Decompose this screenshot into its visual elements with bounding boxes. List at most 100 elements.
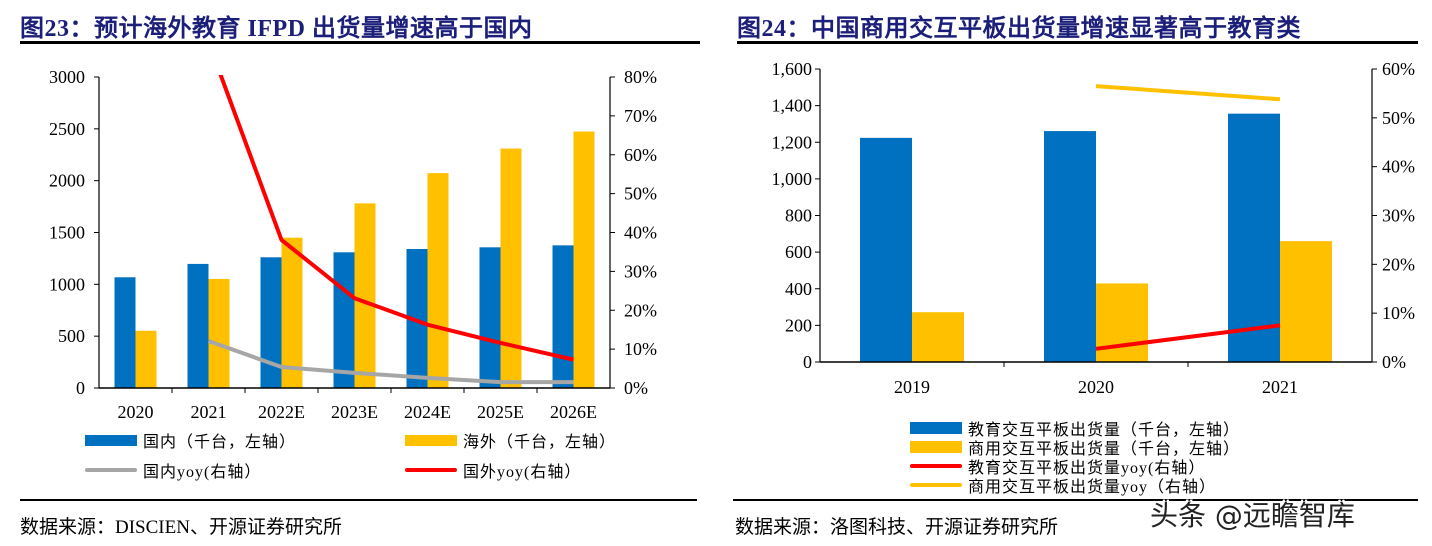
legend-item-edu-yoy: 教育交互平板出货量yoy(右轴） [910,454,1205,478]
chart-2: 0 200 400 600 800 1,000 1,200 1,400 1,600 0% 10% 20… [772,59,1416,397]
right-tick-label: 60% [1382,59,1415,79]
legend-swatch-gray-line [85,468,137,472]
bar-blue [1228,113,1280,363]
legend-label: 教育交互平板出货量yoy(右轴） [968,460,1206,477]
right-tick-label: 40% [1382,157,1415,177]
x-tick-label: 2021 [191,402,227,422]
yoy-line-1 [1095,323,1281,351]
legend-swatch-yellow-line [910,483,962,487]
left-source-rule [20,499,697,501]
left-tick-label: 3000 [49,67,85,87]
watermark: 头条 @远瞻智库 [1150,499,1355,532]
legend-swatch-red-line [405,468,457,472]
x-tick-label: 2019 [894,377,930,397]
legend-swatch-gold [405,434,457,446]
x-tick-label: 2021 [1262,377,1298,397]
legend-label: 商用交互平板出货量（千台，左轴） [968,441,1241,458]
left-tick-label: 500 [58,326,85,346]
legend-label: 国内（千台，左轴） [143,434,297,451]
right-source-rule [733,499,1418,501]
bar-gold [354,203,376,388]
left-tick-label: 400 [785,279,812,299]
right-tick-label: 50% [624,184,657,204]
bar-blue [114,277,136,388]
yoy-line-2 [1095,84,1281,102]
legend-item-overseas-yoy: 国外yoy(右轴） [405,458,581,482]
bar-gold [1096,283,1148,362]
bar-gold [912,312,964,362]
left-tick-label: 1,400 [772,96,813,116]
left-tick-label: 0 [803,352,812,372]
left-tick-label: 800 [785,206,812,226]
bar-gold [1280,241,1332,362]
left-tick-label: 600 [785,242,812,262]
bar-blue [552,245,574,388]
legend-label: 国内yoy(右轴） [143,464,262,481]
chart-1: 0 500 1000 1500 2000 2500 3000 0% 10% 20% 30% 40% 50… [49,67,657,422]
right-title-rule [737,41,1418,44]
left-tick-label: 2500 [49,119,85,139]
x-tick-label: 2023E [331,402,378,422]
legend-item-domestic: 国内（千台，左轴） [85,428,296,452]
x-tick-label: 2026E [550,402,597,422]
x-tick-label: 2020 [118,402,154,422]
right-tick-label: 70% [624,106,657,126]
legend-item-edu: 教育交互平板出货量（千台，左轴） [910,416,1240,440]
right-tick-label: 80% [624,67,657,87]
bar-gold [135,330,157,388]
right-tick-label: 10% [624,339,657,359]
legend-item-commercial: 商用交互平板出货量（千台，左轴） [910,435,1240,459]
legend-item-commercial-yoy: 商用交互平板出货量yoy（右轴） [910,473,1216,497]
x-tick-label: 2025E [477,402,524,422]
bar-gold [573,131,595,388]
left-tick-label: 200 [785,315,812,335]
yoy-line-2 [218,75,574,362]
left-tick-label: 1,000 [772,169,813,189]
legend-swatch-gold [910,441,962,453]
right-tick-label: 30% [1382,206,1415,226]
legend-label: 商用交互平板出货量yoy（右轴） [968,479,1217,496]
left-tick-label: 1,600 [772,59,813,79]
legend-item-overseas: 海外（千台，左轴） [405,428,616,452]
left-tick-label: 1,200 [772,132,813,152]
bar-blue [860,137,912,362]
right-tick-label: 50% [1382,108,1415,128]
x-tick-label: 2020 [1078,377,1114,397]
left-source-note: 数据来源：DISCIEN、开源证券研究所 [20,517,342,538]
right-tick-label: 60% [624,145,657,165]
right-tick-label: 0% [1382,352,1406,372]
legend-label: 海外（千台，左轴） [463,434,617,451]
legend-swatch-red-line [910,464,962,468]
legend-item-domestic-yoy: 国内yoy(右轴） [85,458,261,482]
right-tick-label: 0% [624,378,648,398]
legend-swatch-blue [910,422,962,434]
legend-label: 教育交互平板出货量（千台，左轴） [968,422,1241,439]
left-tick-label: 1000 [49,274,85,294]
x-tick-label: 2024E [404,402,451,422]
bar-gold [427,173,449,388]
bar-blue [479,247,501,388]
bar-gold [281,237,303,388]
left-title-rule [20,41,700,44]
right-tick-label: 30% [624,261,657,281]
bar-blue [406,248,428,388]
yoy-line-1 [207,339,574,385]
x-tick-label: 2022E [258,402,305,422]
bar-blue [1044,131,1096,362]
right-source-note: 数据来源：洛图科技、开源证券研究所 [735,517,1059,538]
left-tick-label: 1500 [49,223,85,243]
left-tick-label: 0 [76,378,85,398]
left-chart-title: 图23：预计海外教育 IFPD 出货量增速高于国内 [20,16,533,42]
right-tick-label: 20% [624,300,657,320]
legend-swatch-blue [85,434,137,446]
right-chart-title: 图24：中国商用交互平板出货量增速显著高于教育类 [737,16,1301,42]
bar-blue [260,257,282,388]
bar-blue [187,263,209,388]
bar-gold [208,278,230,388]
right-tick-label: 20% [1382,254,1415,274]
bar-blue [333,252,355,388]
bar-gold [500,148,522,388]
left-tick-label: 2000 [49,171,85,191]
legend-label: 国外yoy(右轴） [463,464,582,481]
